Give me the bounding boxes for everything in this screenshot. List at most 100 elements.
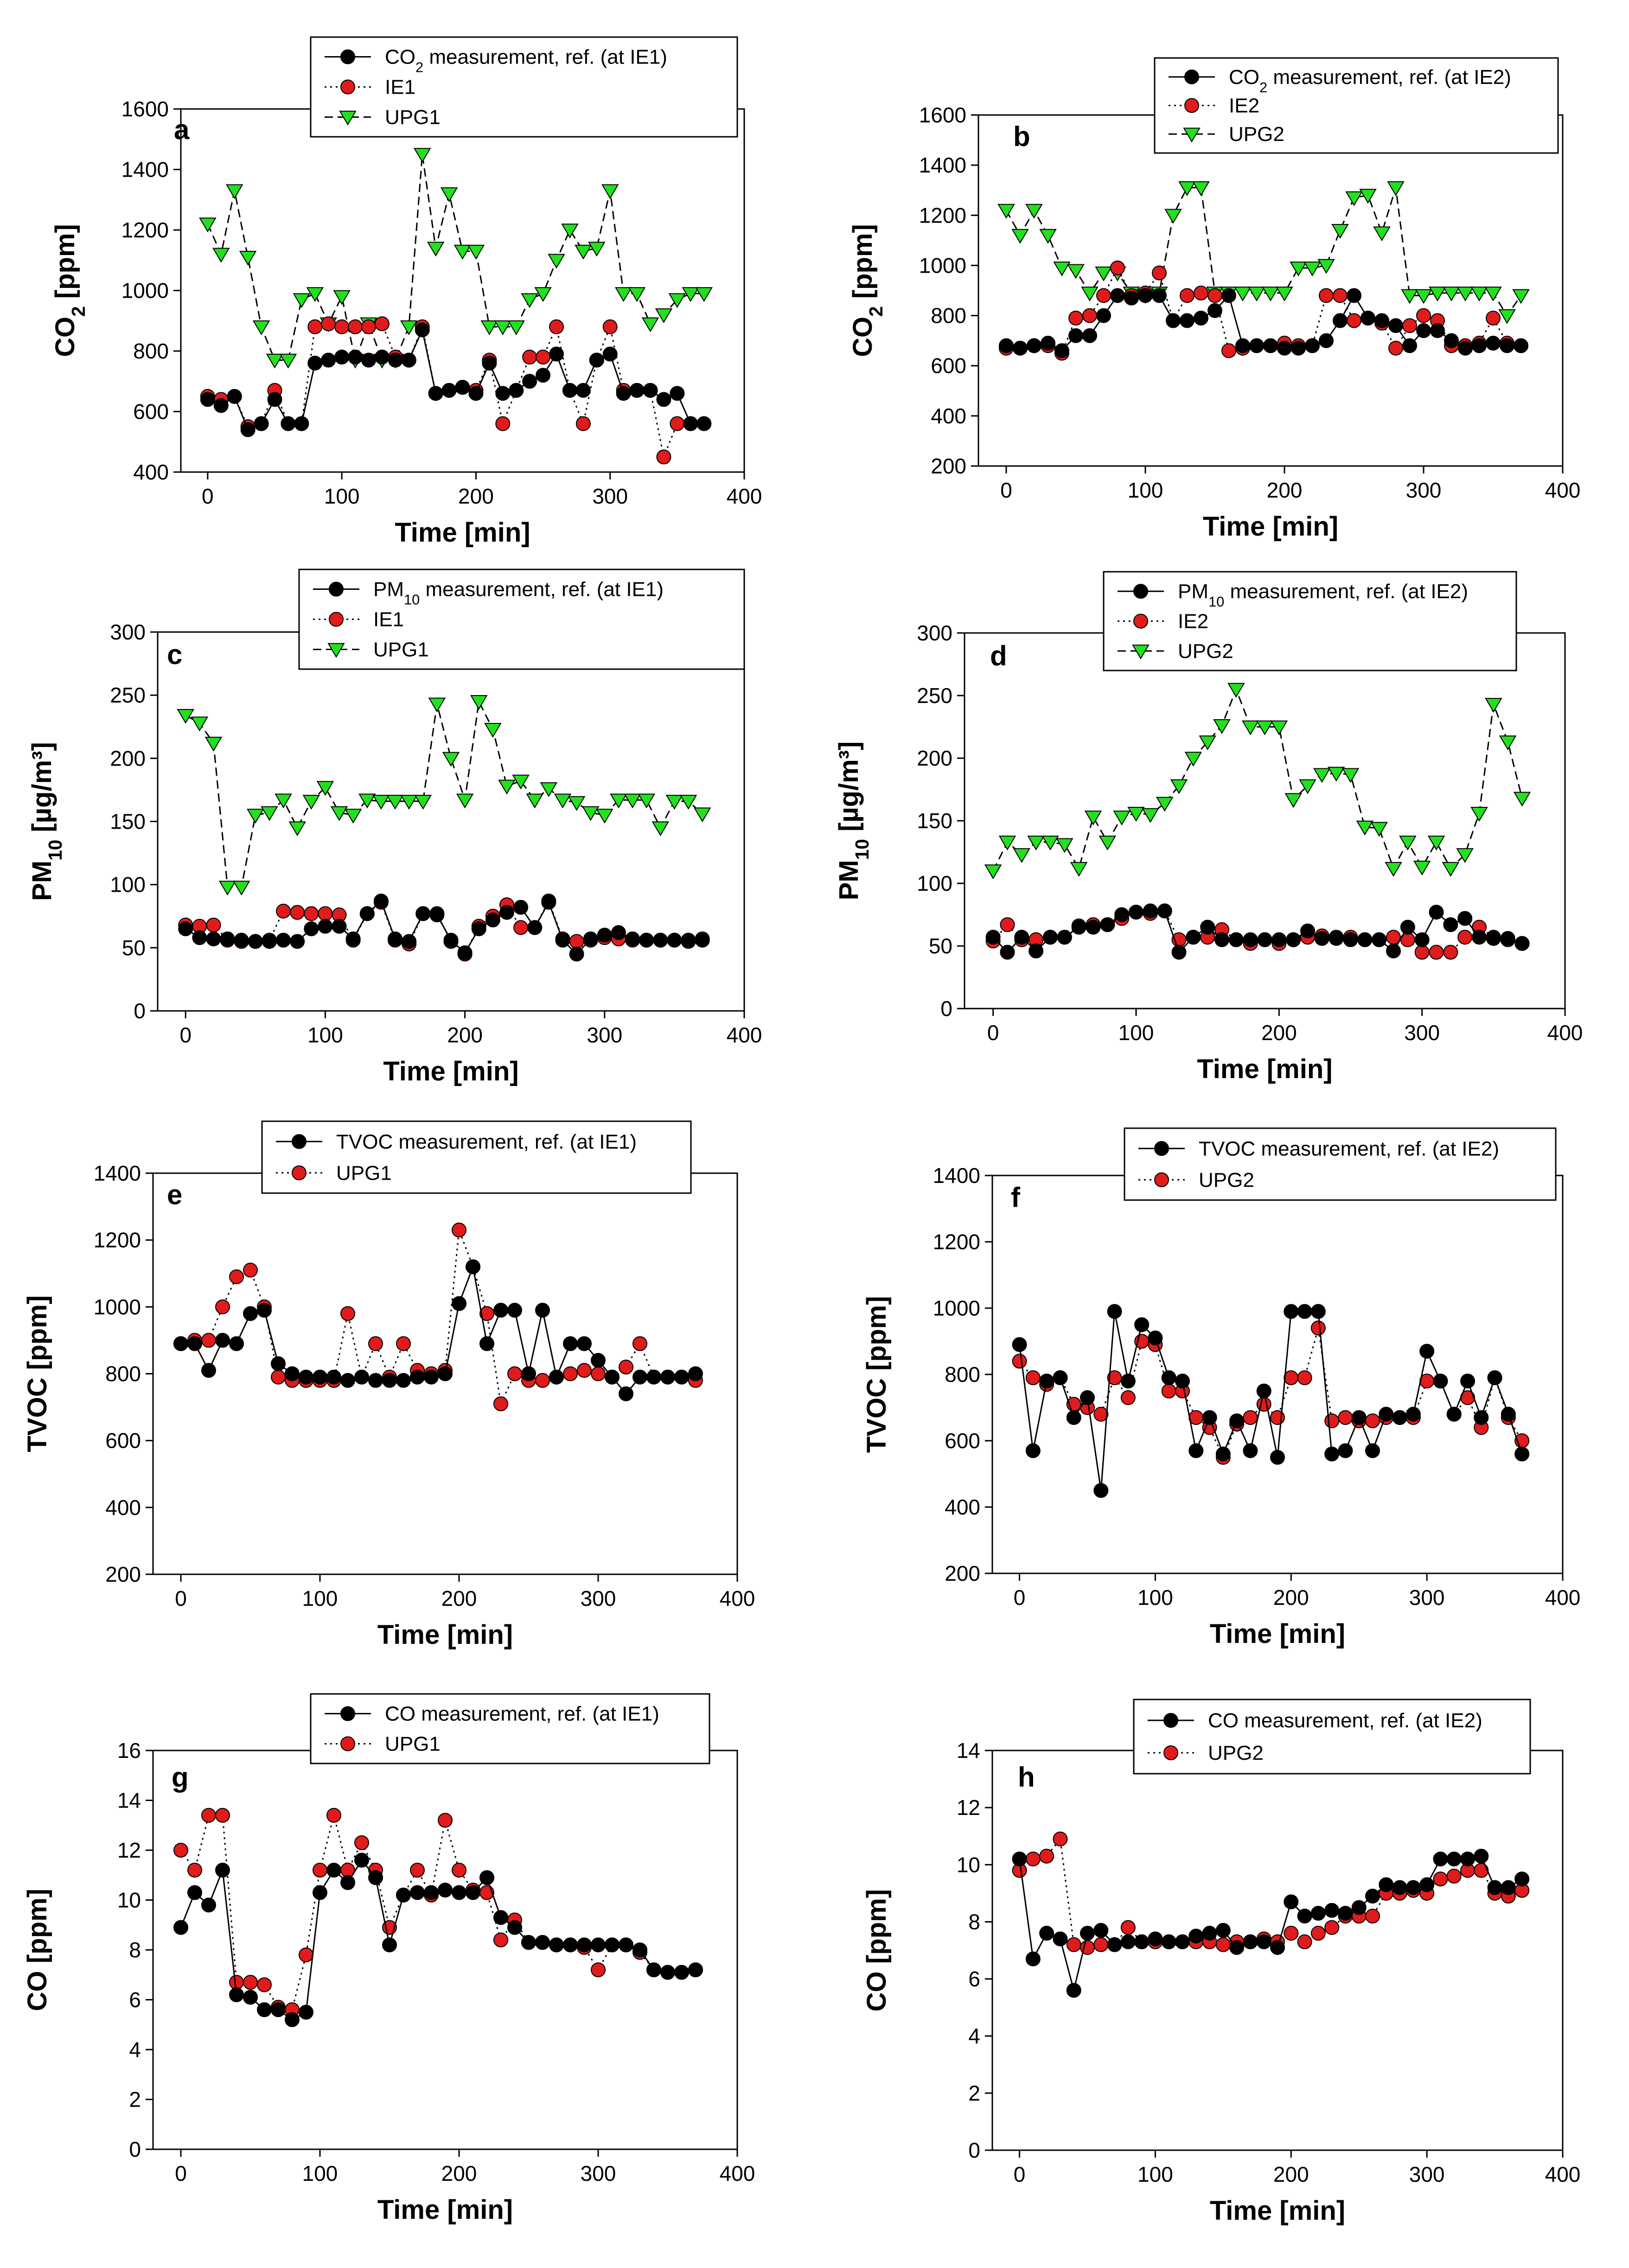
data-point: [643, 383, 658, 398]
data-point: [1501, 1406, 1516, 1422]
data-point: [1310, 1304, 1326, 1319]
x-tick-label: 0: [1014, 2162, 1026, 2186]
data-point: [218, 881, 236, 896]
x-tick-label: 100: [302, 2161, 338, 2185]
data-point: [257, 1977, 272, 1993]
data-point: [400, 795, 418, 810]
x-tick-label: 0: [179, 1023, 192, 1047]
data-point: [212, 248, 230, 263]
data-point: [1342, 768, 1360, 783]
data-point: [318, 919, 333, 934]
y-tick-label: 400: [931, 404, 966, 428]
data-point: [589, 352, 604, 368]
series-line: [207, 323, 704, 460]
data-point: [1486, 336, 1501, 351]
data-point: [1284, 1370, 1299, 1386]
data-point: [368, 1373, 383, 1388]
legend-marker: [329, 612, 344, 627]
data-point: [428, 386, 443, 401]
data-point: [1120, 1920, 1136, 1935]
series-ref: [999, 288, 1528, 358]
data-point: [485, 912, 500, 927]
y-axis-title: TVOC [ppm]: [22, 1295, 52, 1452]
data-point: [1487, 1880, 1502, 1895]
x-tick-label: 0: [987, 1021, 999, 1045]
data-point: [1433, 1872, 1448, 1887]
data-point: [401, 352, 416, 368]
data-point: [1129, 905, 1143, 920]
data-point: [344, 809, 362, 824]
legend-label: TVOC measurement, ref. (at IE2): [1199, 1137, 1499, 1160]
series-green: [177, 695, 711, 896]
data-point: [667, 933, 682, 948]
data-point: [414, 795, 432, 810]
y-tick-label: 100: [917, 871, 952, 895]
data-point: [1161, 1383, 1176, 1399]
data-point: [619, 1386, 633, 1401]
data-point: [313, 1863, 327, 1878]
data-point: [1416, 323, 1431, 339]
data-point: [581, 806, 600, 821]
data-point: [646, 1962, 661, 1977]
data-point: [610, 793, 627, 809]
x-axis-title: Time [min]: [1210, 1619, 1345, 1649]
y-tick-label: 200: [931, 454, 966, 478]
series-ref: [178, 894, 710, 962]
data-point: [1514, 1872, 1530, 1887]
data-point: [1433, 1374, 1448, 1389]
legend-marker: [1132, 645, 1150, 659]
x-axis-title: Time [min]: [1210, 2196, 1345, 2226]
data-point: [1351, 1900, 1367, 1915]
data-point: [374, 316, 390, 332]
data-point: [1202, 1926, 1217, 1941]
y-tick-label: 1000: [121, 279, 169, 303]
data-point: [1215, 1937, 1231, 1952]
legend-label: UPG2: [1178, 640, 1233, 663]
data-point: [1157, 903, 1172, 919]
data-point: [345, 931, 361, 946]
data-point: [583, 931, 598, 946]
data-point: [1027, 338, 1041, 353]
data-point: [215, 1863, 230, 1878]
y-tick-label: 0: [968, 2138, 980, 2162]
data-point: [1057, 930, 1072, 945]
data-point: [1500, 931, 1515, 946]
data-point: [1338, 1443, 1353, 1458]
x-tick-label: 300: [592, 484, 628, 508]
x-tick-label: 100: [307, 1023, 343, 1047]
data-point: [361, 319, 376, 334]
data-point: [670, 386, 685, 401]
data-point: [199, 217, 217, 233]
x-tick-label: 100: [324, 484, 360, 508]
x-tick-label: 0: [175, 1586, 187, 1610]
data-point: [1071, 920, 1086, 935]
data-point: [656, 392, 671, 407]
series-line: [185, 900, 703, 955]
data-point: [575, 416, 591, 431]
data-point: [1000, 917, 1015, 933]
data-point: [1270, 1940, 1285, 1955]
data-point: [653, 933, 668, 948]
data-point: [1235, 338, 1250, 353]
data-point: [220, 931, 235, 946]
data-point: [206, 931, 221, 946]
data-point: [1221, 343, 1236, 358]
y-tick-label: 250: [110, 683, 146, 707]
data-point: [1402, 318, 1417, 333]
data-point: [1399, 836, 1417, 851]
data-point: [187, 1336, 202, 1351]
data-point: [396, 1373, 411, 1388]
data-point: [1474, 1848, 1489, 1864]
series-line: [992, 687, 1523, 871]
legend-marker: [327, 643, 345, 658]
data-point: [215, 1299, 230, 1315]
legend-marker: [1133, 584, 1148, 599]
data-point: [388, 931, 403, 946]
data-point: [588, 242, 606, 257]
legend-box: [261, 1120, 692, 1194]
data-point: [632, 1336, 647, 1351]
data-point: [1333, 288, 1348, 303]
data-point: [1039, 1374, 1054, 1389]
y-tick-label: 14: [957, 1738, 980, 1763]
data-point: [1470, 287, 1488, 302]
